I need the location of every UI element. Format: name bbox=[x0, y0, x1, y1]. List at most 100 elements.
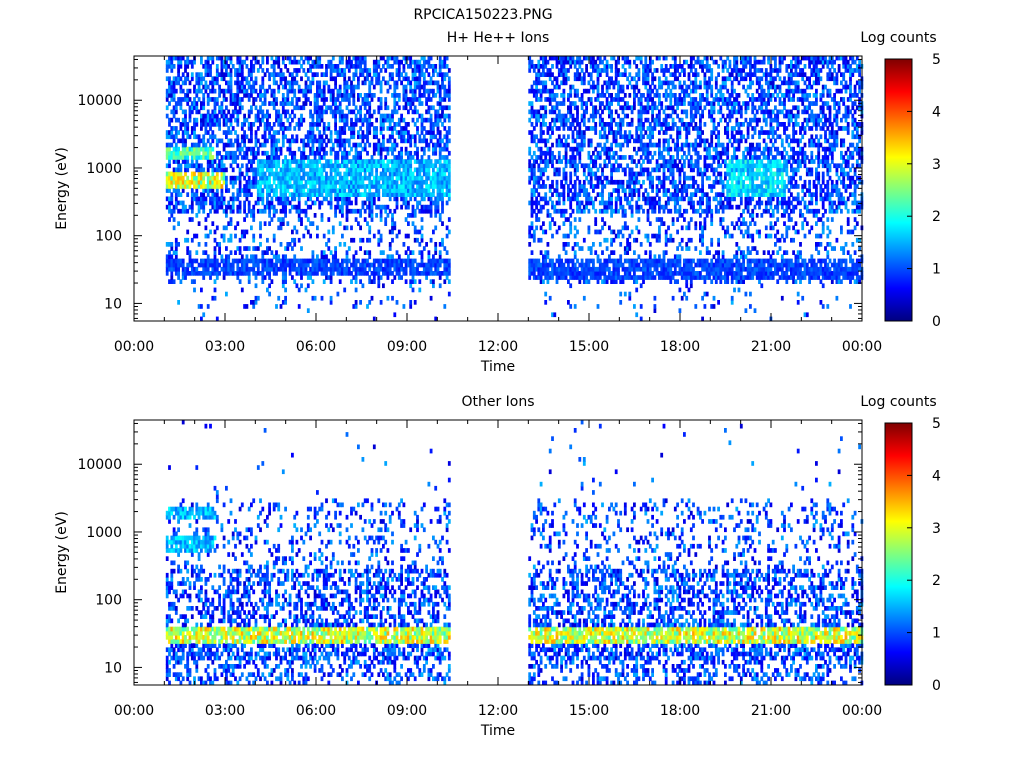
heatmap-cell bbox=[334, 208, 337, 214]
heatmap-cell bbox=[404, 250, 408, 255]
heatmap-cell bbox=[427, 184, 431, 189]
heatmap-cell bbox=[573, 76, 577, 82]
heatmap-cell bbox=[427, 159, 431, 164]
heatmap-cell bbox=[617, 72, 620, 77]
heatmap-cell bbox=[286, 167, 290, 173]
heatmap-cell bbox=[170, 171, 174, 177]
heatmap-cell bbox=[293, 88, 297, 94]
heatmap-cell bbox=[284, 184, 287, 189]
heatmap-cell bbox=[542, 84, 545, 90]
heatmap-cell bbox=[379, 217, 383, 222]
heatmap-cell bbox=[311, 254, 315, 260]
heatmap-cell bbox=[338, 271, 342, 276]
heatmap-cell bbox=[225, 175, 228, 181]
heatmap-cell bbox=[254, 117, 258, 123]
heatmap-cell bbox=[544, 266, 548, 272]
heatmap-cell bbox=[438, 64, 442, 69]
heatmap-cell bbox=[177, 163, 180, 169]
heatmap-cell bbox=[179, 192, 183, 197]
heatmap-cell bbox=[395, 271, 399, 276]
heatmap-cell bbox=[338, 142, 342, 148]
heatmap-cell bbox=[532, 171, 536, 177]
heatmap-cell bbox=[416, 117, 419, 123]
heatmap-cell bbox=[338, 179, 342, 185]
heatmap-cell bbox=[427, 93, 431, 98]
heatmap-cell bbox=[347, 150, 351, 156]
heatmap-cell bbox=[386, 138, 390, 144]
heatmap-cell bbox=[320, 184, 324, 189]
heatmap-cell bbox=[537, 271, 541, 276]
heatmap-cell bbox=[202, 167, 206, 173]
heatmap-cell bbox=[393, 179, 397, 185]
heatmap-cell bbox=[418, 93, 422, 98]
heatmap-cell bbox=[438, 55, 442, 61]
heatmap-cell bbox=[530, 105, 534, 111]
heatmap-cell bbox=[395, 188, 399, 193]
heatmap-cell bbox=[279, 258, 283, 264]
heatmap-cell bbox=[548, 295, 552, 301]
heatmap-cell bbox=[179, 101, 183, 106]
heatmap-cell bbox=[295, 134, 299, 140]
heatmap-cell bbox=[197, 146, 201, 152]
heatmap-cell bbox=[206, 68, 210, 73]
heatmap-cell bbox=[372, 126, 376, 131]
heatmap-cell bbox=[188, 271, 192, 276]
heatmap-cell bbox=[188, 184, 192, 189]
heatmap-cell bbox=[379, 237, 383, 243]
heatmap-cell bbox=[443, 246, 447, 251]
heatmap-cell bbox=[557, 159, 561, 164]
heatmap-cell bbox=[617, 192, 620, 197]
heatmap-cell bbox=[254, 167, 258, 173]
heatmap-cell bbox=[343, 76, 347, 82]
heatmap-cell bbox=[209, 159, 212, 164]
heatmap-cell bbox=[530, 225, 534, 231]
heatmap-cell bbox=[557, 72, 561, 77]
heatmap-cell bbox=[354, 275, 358, 280]
heatmap-cell bbox=[220, 167, 224, 173]
heatmap-cell bbox=[447, 279, 451, 284]
heatmap-cell bbox=[388, 126, 392, 131]
heatmap-cell bbox=[209, 97, 212, 102]
heatmap-cell bbox=[322, 175, 326, 181]
heatmap-cell bbox=[539, 64, 543, 69]
heatmap-cell bbox=[377, 97, 381, 102]
heatmap-cell bbox=[397, 271, 401, 276]
heatmap-cell bbox=[229, 80, 233, 86]
heatmap-cell bbox=[211, 55, 215, 61]
heatmap-cell bbox=[184, 122, 187, 127]
heatmap-cell bbox=[548, 221, 552, 226]
heatmap-cell bbox=[218, 105, 221, 111]
heatmap-cell bbox=[240, 266, 244, 272]
heatmap-cell bbox=[422, 266, 426, 272]
heatmap-cell bbox=[429, 237, 433, 243]
heatmap-cell bbox=[261, 258, 265, 264]
heatmap-cell bbox=[386, 150, 390, 156]
heatmap-cell bbox=[352, 275, 356, 280]
heatmap-cell bbox=[443, 105, 447, 111]
heatmap-cell bbox=[218, 84, 221, 90]
heatmap-cell bbox=[594, 130, 598, 135]
heatmap-cell bbox=[557, 150, 561, 156]
heatmap-cell bbox=[605, 64, 609, 69]
heatmap-cell bbox=[370, 76, 374, 82]
heatmap-cell bbox=[291, 101, 294, 106]
heatmap-cell bbox=[174, 167, 178, 173]
heatmap-cell bbox=[391, 225, 394, 231]
heatmap-cell bbox=[551, 150, 554, 156]
heatmap-cell bbox=[322, 150, 326, 156]
heatmap-cell bbox=[200, 200, 203, 206]
heatmap-cell bbox=[372, 72, 376, 77]
heatmap-cell bbox=[190, 126, 194, 131]
heatmap-cell bbox=[551, 126, 554, 131]
heatmap-cell bbox=[243, 142, 246, 148]
heatmap-cell bbox=[225, 142, 228, 148]
heatmap-cell bbox=[411, 117, 415, 123]
heatmap-cell bbox=[363, 167, 367, 173]
heatmap-cell bbox=[532, 266, 536, 272]
heatmap-cell bbox=[284, 155, 287, 160]
heatmap-cell bbox=[204, 150, 208, 156]
heatmap-cell bbox=[329, 88, 333, 94]
heatmap-cell bbox=[316, 93, 319, 98]
heatmap-cell bbox=[297, 266, 301, 272]
heatmap-cell bbox=[400, 130, 403, 135]
